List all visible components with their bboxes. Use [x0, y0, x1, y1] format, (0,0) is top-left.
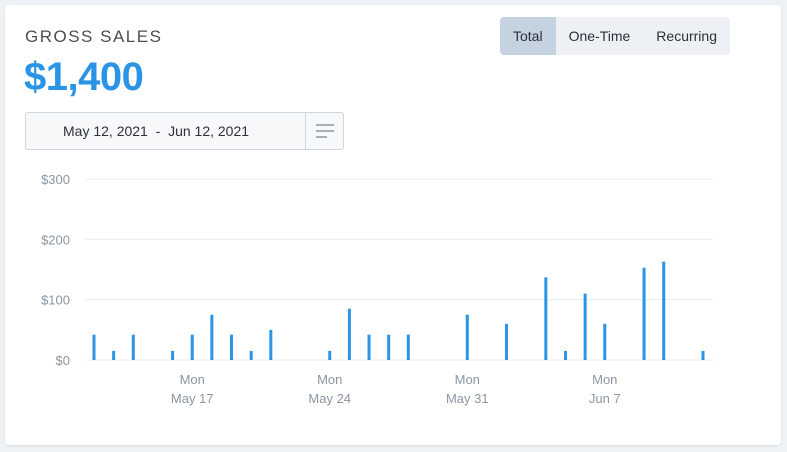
tab-recurring[interactable]: Recurring [656, 28, 717, 44]
date-range-end: Jun 12, 2021 [168, 123, 250, 139]
bar [544, 277, 548, 360]
bar [701, 350, 705, 360]
date-range-picker[interactable]: May 12, 2021 - Jun 12, 2021 [25, 112, 344, 150]
x-tick-day-label: Mon [317, 372, 342, 387]
sales-bar-chart: $0 $100 $200 $300 Mon May 17 Mon May 24 Mon May 3… [41, 172, 713, 406]
bar [230, 334, 234, 360]
bar [249, 350, 253, 360]
bar [171, 350, 175, 360]
date-range-text: May 12, 2021 - Jun 12, 2021 [63, 113, 249, 149]
bar [465, 314, 469, 360]
bar [603, 323, 607, 360]
bar [112, 350, 116, 360]
x-tick-date-label: May 17 [171, 391, 214, 406]
y-tick-label: $200 [41, 232, 70, 247]
bar [662, 261, 666, 360]
x-tick-date-label: May 31 [446, 391, 489, 406]
bar [328, 350, 332, 360]
bar [347, 308, 351, 360]
filter-menu-button[interactable] [305, 113, 343, 149]
x-tick-day-label: Mon [180, 372, 205, 387]
x-tick-date-label: May 24 [308, 391, 351, 406]
bar [563, 350, 567, 360]
date-range-start: May 12, 2021 [63, 123, 148, 139]
bar [406, 334, 410, 360]
bar [583, 293, 587, 360]
x-tick-day-label: Mon [455, 372, 480, 387]
y-tick-label: $0 [56, 353, 70, 368]
y-tick-label: $300 [41, 172, 70, 187]
x-tick-date-label: Jun 7 [589, 391, 621, 406]
y-tick-label: $100 [41, 293, 70, 308]
menu-lines-icon [316, 124, 334, 138]
bar [367, 334, 371, 360]
section-title: GROSS SALES [25, 27, 163, 46]
tab-total[interactable]: Total [500, 17, 556, 55]
gross-sales-card: GROSS SALES $1,400 Total One-Time Recurr… [5, 5, 781, 445]
bar [269, 329, 273, 360]
bar [190, 334, 194, 360]
bar [505, 323, 509, 360]
x-tick-day-label: Mon [592, 372, 617, 387]
sales-type-tabs: Total One-Time Recurring [500, 17, 730, 55]
bar [210, 314, 214, 360]
bar [642, 267, 646, 360]
date-range-separator: - [155, 123, 161, 139]
bar [92, 334, 96, 360]
tab-one-time[interactable]: One-Time [568, 28, 631, 44]
gross-sales-amount: $1,400 [24, 55, 144, 99]
bar [387, 334, 391, 360]
bar [131, 334, 135, 360]
